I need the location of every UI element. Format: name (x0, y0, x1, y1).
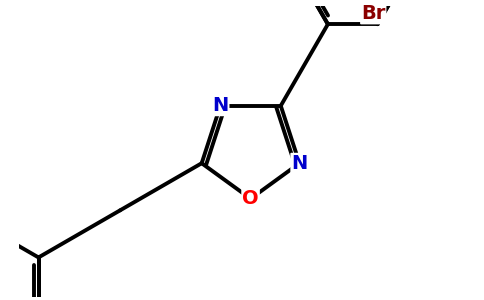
Text: N: N (212, 96, 228, 115)
Text: O: O (242, 189, 259, 208)
Text: Br: Br (361, 4, 385, 23)
Text: N: N (291, 154, 307, 173)
